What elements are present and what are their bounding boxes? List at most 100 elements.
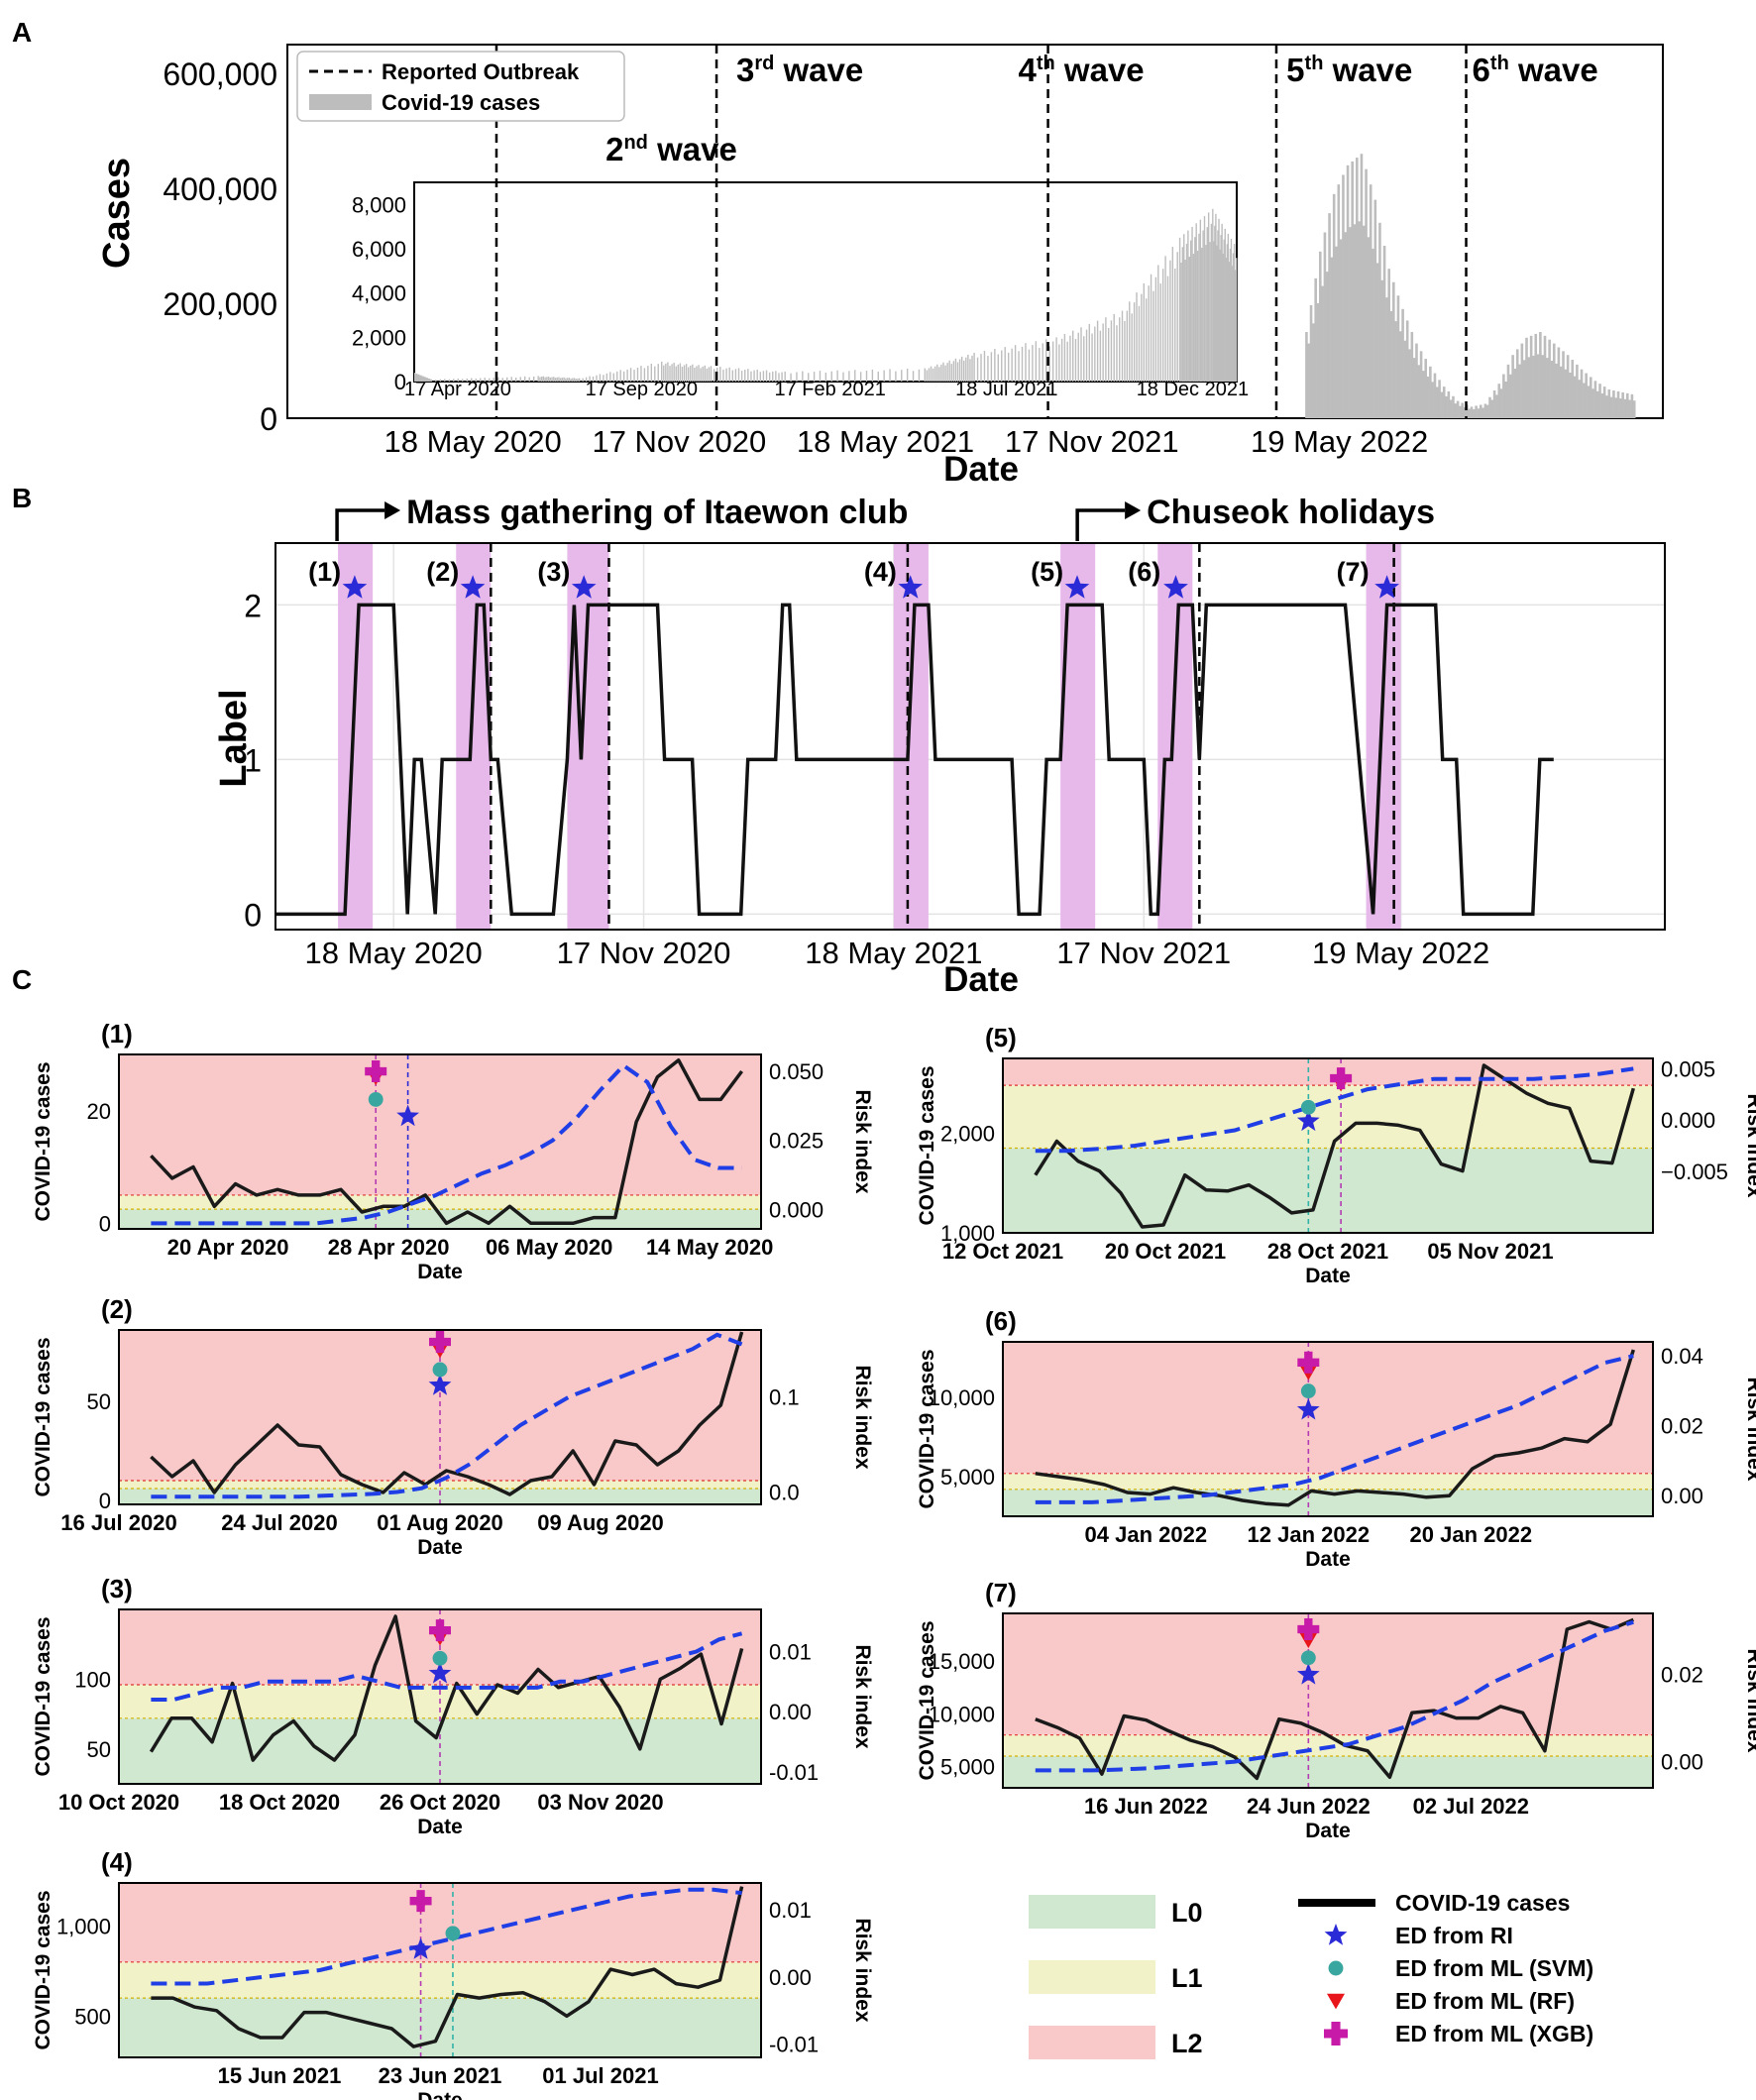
chart-a-bar [1375,263,1379,418]
inset-bar [669,366,671,382]
ed-ri-marker [428,1374,452,1395]
inset-bar [559,378,562,382]
event-star [1374,575,1399,599]
chart-a-bar [1485,404,1489,418]
inset-ytick: 4,000 [352,281,406,306]
subplot-ytick: 1,000 [56,1915,111,1939]
chart-a-bar [1488,396,1491,418]
chart-a-ytick: 200,000 [163,286,277,322]
inset-bar [533,376,535,382]
inset-bar [1077,332,1079,382]
inset-bar [987,356,989,382]
chart-b-ytick: 1 [244,742,262,778]
inset-bar [540,377,543,382]
inset-bar [1181,247,1184,382]
inset-bar [547,376,550,382]
inset-bar [1066,341,1068,382]
chart-a-bar [1332,193,1336,418]
inset-bar [1166,276,1169,382]
chart-c-legend: L0 L1 L2 COVID-19 cases ED from RI ED from ML… [1029,1890,1593,2059]
ed-xgb-marker [1330,1067,1353,1090]
subplot-ylabel: COVID-19 cases [32,1616,55,1776]
inset-bar [710,366,713,382]
inset-bar [566,378,569,382]
chart-a-bar [1380,279,1384,418]
ed-svm-marker [432,1362,448,1378]
inset-bar [1051,341,1054,382]
chart-a-bar [1424,359,1428,418]
inset-bar [1229,248,1232,382]
chart-a-bar [1578,380,1582,418]
subplot-y2tick: -0.01 [769,1760,819,1785]
chart-a-bar [1426,376,1430,418]
inset-bar [1180,262,1182,382]
subplot-ytick: 5,000 [940,1465,995,1490]
chart-a-bar [1461,402,1465,418]
subplot-xtick: 14 May 2020 [646,1235,773,1260]
subplot-y2tick: 0.050 [769,1059,823,1084]
level-l1-band [119,1194,761,1210]
inset-bar [466,378,468,382]
inset-bar [842,372,844,382]
inset-bar [1171,247,1174,382]
ed-rf-marker [1327,1993,1345,2010]
inset-bar [643,368,646,382]
label-series-line [275,603,1554,917]
inset-bar [1113,313,1115,382]
inset-bar [796,372,798,382]
chart-a-bar [1417,365,1421,418]
chart-a-bar [1412,358,1416,418]
chart-a-xtick: 19 May 2022 [1251,424,1428,459]
inset-bar [706,368,709,382]
inset-bar [698,365,700,382]
panel-label-a: A [12,17,32,48]
subplot-y2tick: 0.005 [1661,1056,1715,1081]
ed-xgb-marker [365,1060,387,1083]
inset-bar [1083,336,1085,382]
subplot-c5: 1,000 2,000 −0.005 0.000 0.005 12 Oct 2021 20 … [916,1023,1756,1287]
ed-rf-marker [1299,1632,1318,1649]
chart-a-bar [1335,246,1338,418]
annotation-arrowhead [384,501,401,519]
panel-label-b: B [12,483,32,513]
subplot-y2label: Risk index [851,1365,874,1469]
inset-xtick: 17 Feb 2021 [775,379,886,400]
chart-a-bar [1580,369,1584,418]
chart-a-bar [1543,335,1547,418]
chart-a-bar [1408,349,1411,418]
annotation-arrowhead [1125,501,1142,519]
ed-svm-marker [368,1091,384,1107]
chart-a-bar [1339,239,1343,418]
inset-bar [819,371,822,382]
chart-a-bar [1515,349,1519,418]
chart-a-bar [1344,232,1348,418]
chart-a-bar [1429,366,1432,418]
legend-level-label: L1 [1171,1963,1203,1993]
inset-bar [740,371,743,382]
subplot-ylabel: COVID-19 cases [916,1349,938,1508]
inset-bar [775,371,777,382]
ed-ri-marker [1324,1924,1348,1945]
chart-a-bar [1387,269,1390,418]
inset-bar [596,375,598,382]
inset-bar [768,372,771,382]
subplot-title: (2) [101,1294,133,1324]
subplot-ytick: 20 [87,1099,111,1124]
chart-a-bar [1632,400,1636,418]
chart-a-bar [1532,355,1535,418]
chart-a-bar [1325,272,1329,418]
chart-a-bar [1330,257,1334,418]
inset-bar [647,366,649,382]
subplot-xtick: 01 Jul 2021 [542,2063,658,2088]
subplot-y2tick: 0.02 [1661,1413,1703,1438]
chart-a-bar [1449,399,1453,418]
subplot-xtick: 18 Oct 2020 [219,1790,340,1815]
chart-a-bar [1445,395,1448,418]
inset-bar [1007,352,1010,382]
subplot-y2label: Risk index [851,1644,874,1748]
chart-a-bar [1605,395,1608,418]
chart-a-bar [1365,168,1368,418]
chart-a-bar [1492,389,1496,418]
inset-bar [973,352,975,382]
level-l2-band [1003,1058,1653,1086]
